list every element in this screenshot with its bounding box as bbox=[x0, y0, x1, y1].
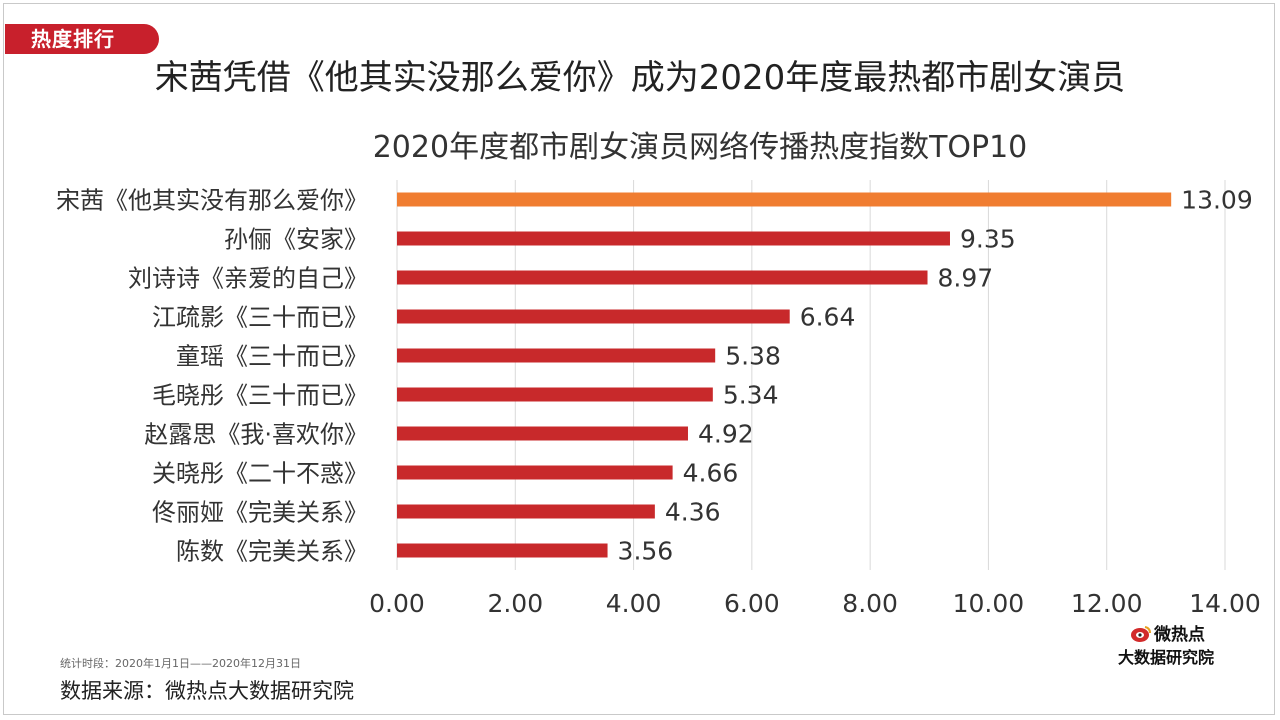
category-label: 刘诗诗《亲爱的自己》 bbox=[128, 265, 368, 293]
x-tick-label: 4.00 bbox=[606, 589, 662, 618]
bar bbox=[397, 543, 608, 558]
category-label: 赵露思《我·喜欢你》 bbox=[144, 421, 368, 449]
bar bbox=[397, 309, 790, 324]
x-tick-label: 0.00 bbox=[369, 589, 425, 618]
value-label: 6.64 bbox=[800, 303, 856, 332]
category-label: 佟丽娅《完美关系》 bbox=[152, 499, 368, 527]
category-label: 孙俪《安家》 bbox=[224, 226, 368, 254]
x-tick-label: 10.00 bbox=[953, 589, 1025, 618]
bar bbox=[397, 426, 688, 441]
value-label: 4.66 bbox=[683, 459, 739, 488]
value-label: 13.09 bbox=[1181, 186, 1253, 215]
category-label: 宋茜《他其实没有那么爱你》 bbox=[56, 187, 368, 215]
bar bbox=[397, 387, 713, 402]
x-tick-label: 6.00 bbox=[724, 589, 780, 618]
weibo-eye-icon bbox=[1131, 626, 1151, 642]
value-label: 4.92 bbox=[698, 420, 754, 449]
brand-logo: 微热点 大数据研究院 bbox=[1118, 620, 1238, 668]
ranking-tag: 热度排行 bbox=[5, 24, 159, 54]
data-source: 数据来源：微热点大数据研究院 bbox=[60, 679, 354, 703]
x-tick-label: 8.00 bbox=[842, 589, 898, 618]
value-label: 4.36 bbox=[665, 498, 721, 527]
value-label: 5.34 bbox=[723, 381, 779, 410]
bar bbox=[397, 270, 928, 285]
bar bbox=[397, 348, 716, 363]
bar bbox=[397, 192, 1172, 207]
chart-title: 2020年度都市剧女演员网络传播热度指数TOP10 bbox=[372, 130, 1028, 165]
bar bbox=[397, 504, 655, 519]
value-label: 3.56 bbox=[618, 537, 674, 566]
bar bbox=[397, 231, 950, 246]
value-label: 9.35 bbox=[960, 225, 1016, 254]
category-label: 关晓彤《二十不惑》 bbox=[152, 460, 368, 488]
x-tick-label: 12.00 bbox=[1071, 589, 1143, 618]
x-tick-label: 2.00 bbox=[487, 589, 543, 618]
statistics-period: 统计时段：2020年1月1日——2020年12月31日 bbox=[60, 657, 301, 670]
value-label: 5.38 bbox=[725, 342, 781, 371]
category-label: 江疏影《三十而已》 bbox=[152, 304, 368, 332]
logo-bottom-text: 大数据研究院 bbox=[1118, 648, 1215, 667]
category-label: 陈数《完美关系》 bbox=[176, 538, 368, 566]
logo-top-text: 微热点 bbox=[1154, 625, 1205, 645]
value-label: 8.97 bbox=[938, 264, 994, 293]
page-title: 宋茜凭借《他其实没那么爱你》成为2020年度最热都市剧女演员 bbox=[154, 58, 1126, 98]
category-label: 童瑶《三十而已》 bbox=[176, 343, 368, 371]
bar bbox=[397, 465, 673, 480]
category-label: 毛晓彤《三十而已》 bbox=[152, 382, 368, 410]
logo-top-row: 微热点 bbox=[1130, 620, 1205, 645]
x-tick-label: 14.00 bbox=[1189, 589, 1261, 618]
